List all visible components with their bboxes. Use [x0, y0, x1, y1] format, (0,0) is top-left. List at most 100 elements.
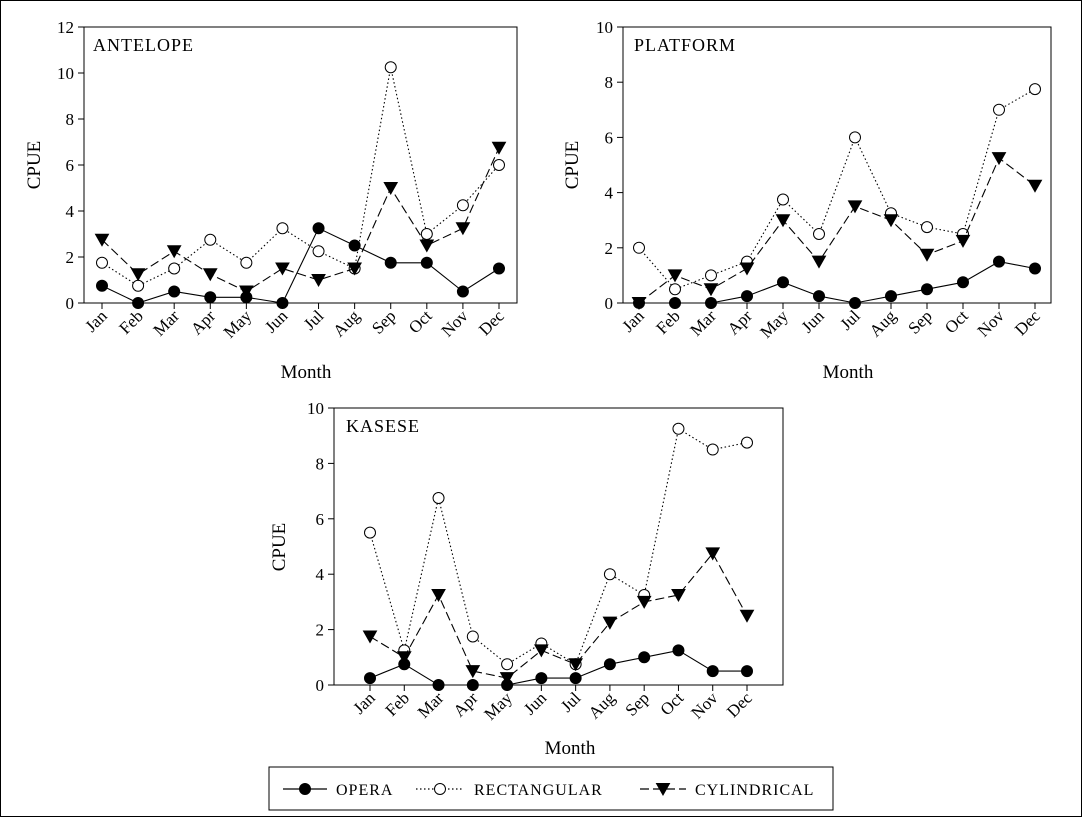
data-point-rectangular [364, 526, 376, 539]
data-point-rectangular [96, 256, 108, 269]
y-tick-label: 10 [307, 399, 324, 418]
x-axis-title: Month [823, 362, 874, 383]
data-point-opera [921, 283, 933, 296]
data-point-opera [432, 679, 445, 691]
data-point-opera [672, 644, 685, 657]
y-axis-title: CPUE [269, 523, 290, 572]
series-line-rectangular [101, 67, 500, 287]
data-point-cylindrical [534, 644, 549, 658]
data-point-opera [1029, 262, 1041, 275]
data-point-cylindrical [919, 248, 935, 262]
y-tick-label: 8 [605, 73, 614, 92]
data-point-rectangular [993, 103, 1005, 116]
data-point-opera [493, 262, 505, 275]
y-tick-label: 2 [605, 239, 614, 258]
data-point-opera [669, 297, 681, 309]
data-point-rectangular [777, 193, 789, 206]
data-point-opera [705, 297, 717, 309]
data-point-opera [96, 279, 108, 292]
series-line-cylindrical [101, 147, 500, 293]
data-point-opera [204, 291, 217, 304]
series-line-cylindrical [638, 157, 1036, 304]
data-point-rectangular [132, 279, 145, 292]
legend-item-rectangular: RECTANGULAR [416, 782, 602, 799]
data-point-cylindrical [130, 268, 146, 282]
data-point-opera [276, 297, 289, 309]
y-tick-label: 10 [57, 64, 74, 83]
data-point-cylindrical [883, 214, 899, 228]
y-tick-label: 4 [316, 565, 325, 584]
data-point-cylindrical [775, 214, 791, 228]
data-point-opera [993, 255, 1005, 268]
data-point-cylindrical [94, 233, 110, 247]
data-point-rectangular [706, 443, 719, 456]
data-point-opera [741, 290, 753, 303]
plot-frame [333, 407, 784, 686]
data-point-opera [957, 276, 969, 289]
data-point-cylindrical [667, 269, 683, 283]
data-point-cylindrical [671, 588, 686, 602]
y-tick-label: 0 [66, 294, 75, 313]
series-lines [94, 61, 507, 309]
y-tick-label: 2 [316, 621, 325, 640]
data-point-opera [364, 672, 376, 685]
data-point-cylindrical [811, 255, 827, 269]
y-tick-label: 0 [316, 676, 325, 695]
series-line-opera [101, 227, 500, 304]
data-point-cylindrical [383, 182, 399, 196]
legend-item-opera: OPERA [283, 782, 393, 799]
legend-marker-filled-circle [299, 783, 311, 795]
legend-label: CYLINDRICAL [695, 782, 814, 799]
series-lines [362, 422, 755, 691]
data-point-cylindrical [739, 609, 755, 623]
data-point-opera [456, 285, 469, 298]
plot-frame [622, 26, 1052, 304]
y-ticks: 0 2 4 6 8 10 [307, 399, 334, 695]
y-tick-label: 2 [66, 248, 75, 267]
series-line-rectangular [369, 427, 748, 666]
data-point-opera [132, 297, 145, 309]
data-point-cylindrical [311, 274, 326, 288]
data-point-rectangular [384, 61, 397, 74]
data-point-cylindrical [491, 141, 507, 155]
panel-title: PLATFORM [634, 35, 736, 55]
data-point-rectangular [603, 568, 616, 581]
x-axis-title: Month [281, 362, 332, 383]
x-axis-title: Month [545, 738, 596, 759]
data-point-cylindrical [636, 595, 652, 609]
series-line-rectangular [638, 88, 1036, 290]
data-point-opera [348, 239, 361, 252]
data-point-cylindrical [396, 651, 412, 665]
legend-marker-open-circle [434, 783, 446, 795]
y-axis-title: CPUE [24, 141, 45, 190]
y-tick-label: 12 [57, 18, 74, 37]
legend-label: OPERA [336, 782, 393, 799]
data-point-rectangular [1029, 83, 1041, 96]
data-point-opera [535, 672, 548, 685]
data-point-cylindrical [631, 297, 647, 311]
data-point-cylindrical [275, 262, 290, 276]
data-point-cylindrical [347, 262, 362, 276]
data-point-rectangular [168, 262, 181, 275]
data-point-cylindrical [847, 200, 863, 214]
data-point-cylindrical [991, 152, 1007, 166]
series-lines [631, 83, 1043, 311]
data-point-rectangular [466, 630, 479, 643]
series-line-cylindrical [369, 552, 748, 679]
data-point-rectangular [849, 131, 861, 144]
y-tick-label: 8 [66, 110, 75, 129]
data-point-rectangular [240, 256, 253, 269]
data-point-rectangular [633, 241, 645, 254]
data-point-cylindrical [602, 616, 618, 630]
data-point-cylindrical [955, 234, 971, 248]
data-point-rectangular [432, 492, 445, 505]
data-point-rectangular [669, 283, 681, 296]
data-point-cylindrical [239, 285, 254, 299]
data-point-cylindrical [1027, 179, 1043, 193]
data-point-rectangular [501, 658, 514, 671]
y-tick-label: 8 [316, 454, 325, 473]
data-point-opera [885, 290, 897, 303]
data-point-opera [638, 651, 651, 664]
